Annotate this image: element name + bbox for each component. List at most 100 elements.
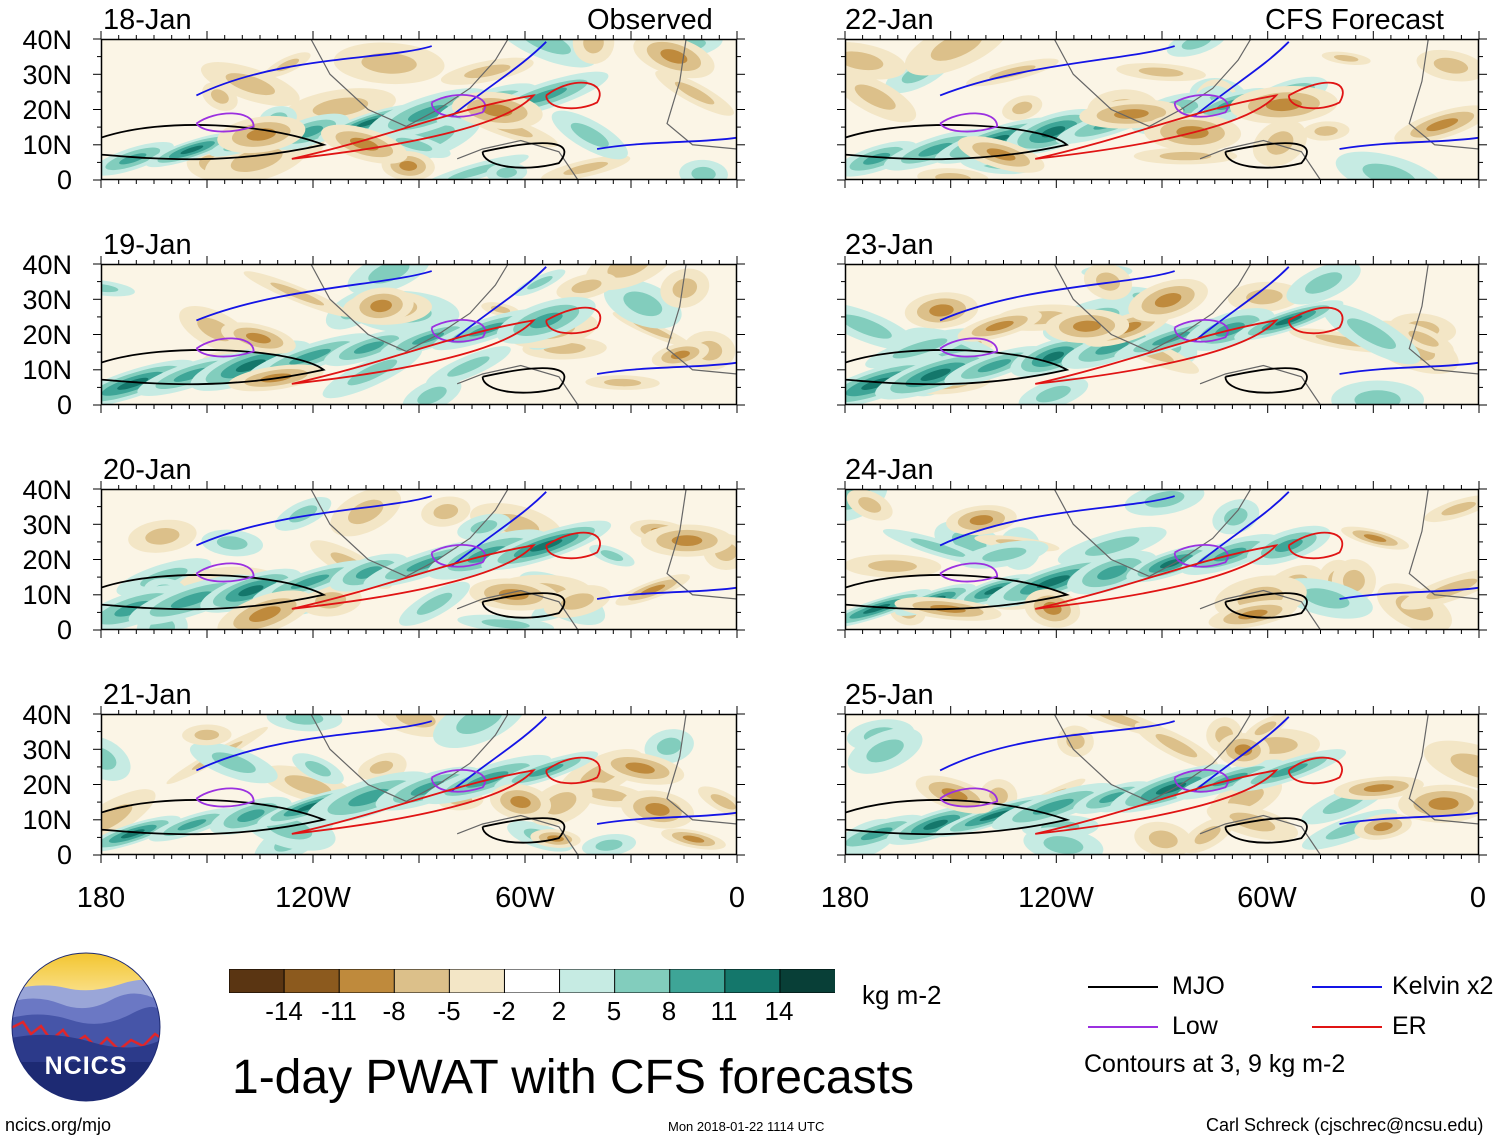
y-tick-label: 20N xyxy=(22,770,72,800)
pwat-anomaly-shading xyxy=(464,64,511,79)
legend-swatch-mjo xyxy=(1088,986,1158,988)
pwat-anomaly-shading xyxy=(1314,126,1338,136)
coastline-south-america xyxy=(456,364,579,405)
pwat-anomaly-shading xyxy=(672,278,698,299)
mjo-contour xyxy=(1224,817,1308,844)
pwat-anomaly-shading xyxy=(854,84,896,110)
colorbar-label: 5 xyxy=(606,996,622,1026)
colorbar-label: -2 xyxy=(492,996,516,1026)
cfs-forecast-label: CFS Forecast xyxy=(1265,4,1444,36)
panel-frame xyxy=(100,263,738,406)
x-tick-label: 180 xyxy=(820,882,870,914)
colorbar-units: kg m-2 xyxy=(862,980,942,1010)
pwat-anomaly-shading xyxy=(910,538,966,557)
pwat-dry-feature xyxy=(1428,797,1459,811)
pwat-anomaly-shading xyxy=(600,550,624,562)
x-tick-label: 180 xyxy=(76,882,126,914)
pwat-anomaly-shading xyxy=(845,51,884,71)
y-tick-label: 0 xyxy=(56,615,72,645)
y-tick-label: 40N xyxy=(22,475,72,505)
pwat-dry-feature xyxy=(670,350,690,360)
pwat-anomaly-shading xyxy=(691,166,716,180)
pwat-moist-band xyxy=(1036,575,1070,589)
kelvin-contour xyxy=(1339,361,1479,375)
map-panel-fcst-2 xyxy=(837,256,1487,413)
pwat-anomaly-shading xyxy=(1159,151,1212,161)
tick-marks xyxy=(93,706,745,863)
pwat-dry-feature xyxy=(671,535,703,546)
pwat-anomaly-shading xyxy=(1085,536,1140,556)
colorbar-bin xyxy=(614,969,671,993)
low-contour xyxy=(195,112,255,133)
pwat-moist-band xyxy=(355,566,383,579)
er-contour xyxy=(1035,94,1279,160)
panel-date-right-4: 25-Jan xyxy=(845,679,934,711)
x-tick-label: 60W xyxy=(495,882,555,914)
coastline-north-america xyxy=(310,714,509,803)
pwat-moist-band xyxy=(114,600,152,617)
coastline-africa xyxy=(1408,489,1479,600)
pwat-anomaly-shading xyxy=(563,161,609,175)
pwat-moist-band xyxy=(119,153,147,165)
kelvin-contour xyxy=(1339,586,1479,600)
kelvin-contour xyxy=(596,136,737,150)
y-tick-label: 40N xyxy=(22,700,72,730)
pwat-anomaly-shading xyxy=(361,52,417,74)
pwat-moist-band xyxy=(1097,565,1128,580)
pwat-dry-feature xyxy=(640,584,666,596)
y-tick-label: 40N xyxy=(22,250,72,280)
pwat-moist-band xyxy=(920,368,951,381)
pwat-anomaly-shading xyxy=(368,264,410,284)
kelvin-contour xyxy=(596,811,737,825)
panel-frame xyxy=(844,488,1480,631)
low-contour xyxy=(1173,319,1229,343)
pwat-anomaly-shading xyxy=(312,97,369,117)
panel-date-right-1: 22-Jan xyxy=(845,4,934,36)
legend-swatch-low xyxy=(1088,1026,1158,1028)
low-contour xyxy=(195,787,255,808)
low-contour xyxy=(1173,544,1229,568)
pwat-anomaly-shading xyxy=(369,760,394,774)
kelvin-contour xyxy=(939,491,1290,568)
legend-swatch-er xyxy=(1312,1026,1382,1028)
pwat-dry-feature xyxy=(929,304,954,317)
low-contour xyxy=(939,562,999,583)
kelvin-contour xyxy=(596,361,737,375)
pwat-moist-band xyxy=(1099,792,1126,804)
pwat-anomaly-shading xyxy=(1450,753,1479,780)
pwat-anomaly-shading xyxy=(1194,825,1221,845)
pwat-moist-band xyxy=(979,810,1010,821)
mjo-contour xyxy=(481,592,566,619)
ncics-logo: NCICS xyxy=(11,952,161,1102)
pwat-dry-feature xyxy=(660,49,688,64)
kelvin-contour xyxy=(196,266,547,343)
y-tick-label: 30N xyxy=(22,285,72,315)
coastline-north-america xyxy=(1053,264,1252,353)
pwat-anomaly-shading xyxy=(1035,385,1071,403)
mjo-contour xyxy=(101,574,327,611)
coastline-north-america xyxy=(310,264,509,353)
footer-site: ncics.org/mjo xyxy=(5,1115,112,1135)
pwat-dry-feature xyxy=(1373,822,1393,832)
map-panel-fcst-4 xyxy=(837,706,1487,863)
pwat-dry-feature xyxy=(645,802,670,816)
coastline-south-america xyxy=(1199,139,1321,180)
er-contour xyxy=(545,306,602,335)
pwat-anomaly-shading xyxy=(447,163,502,180)
kelvin-contour xyxy=(196,491,547,568)
pwat-anomaly-shading xyxy=(145,527,180,545)
coastline-north-america xyxy=(1053,714,1252,803)
panel-date-right-3: 24-Jan xyxy=(845,454,934,486)
colorbar-bin xyxy=(338,969,396,993)
pwat-moist-band xyxy=(1095,340,1130,355)
tick-marks xyxy=(93,481,745,638)
mjo-contour xyxy=(845,124,1069,161)
colorbar-label: 14 xyxy=(764,996,794,1026)
coastline-africa xyxy=(1408,264,1479,375)
colorbar-label: 8 xyxy=(661,996,677,1026)
pwat-dry-feature xyxy=(1114,109,1149,119)
y-tick-label: 10N xyxy=(22,580,72,610)
pwat-anomaly-shading xyxy=(456,714,503,735)
pwat-anomaly-shading xyxy=(866,739,904,763)
map-panel-obs-3 xyxy=(93,481,745,638)
